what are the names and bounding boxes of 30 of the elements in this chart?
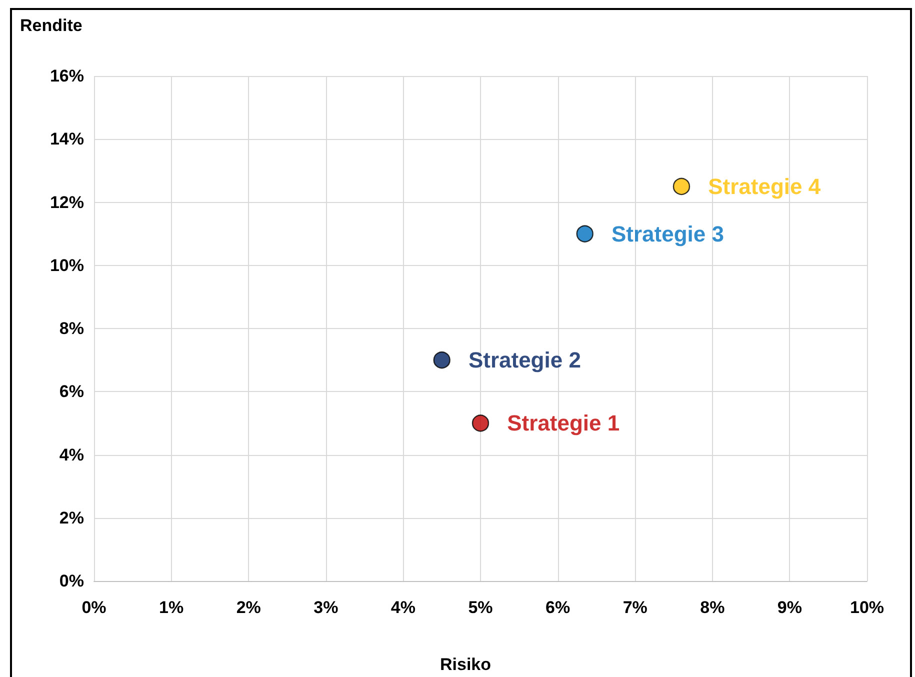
- y-tick-label: 8%: [59, 319, 84, 338]
- y-tick-label: 12%: [50, 192, 84, 212]
- y-tick-label: 14%: [50, 130, 84, 149]
- y-tick-label: 16%: [50, 66, 84, 86]
- x-tick-label: 5%: [468, 598, 493, 617]
- point: [472, 414, 490, 432]
- x-tick-label: 7%: [622, 598, 648, 617]
- series-label: Strategie 4: [708, 174, 822, 199]
- series-label: Strategie 3: [611, 221, 724, 246]
- y-axis-title: Rendite: [20, 16, 82, 35]
- x-tick-label: 10%: [850, 598, 884, 617]
- x-tick-label: 2%: [236, 598, 261, 617]
- x-tick-label: 4%: [390, 598, 416, 617]
- series-label: Strategie 2: [468, 348, 581, 373]
- y-tick-label: 0%: [59, 572, 84, 590]
- x-tick-label: 0%: [82, 598, 106, 617]
- y-tick-label: 2%: [59, 508, 84, 528]
- y-tick-label: 4%: [59, 445, 84, 464]
- x-axis-title: Risiko: [440, 655, 492, 674]
- x-tick-label: 8%: [700, 598, 725, 617]
- y-tick-label: 10%: [50, 256, 84, 275]
- x-tick-label: 9%: [777, 598, 802, 617]
- x-tick-label: 1%: [159, 598, 184, 617]
- x-tick-label: 6%: [546, 598, 570, 617]
- point: [433, 351, 450, 369]
- series-label: Strategie 1: [507, 410, 620, 436]
- x-tick-label: 3%: [314, 598, 338, 617]
- point: [672, 178, 690, 196]
- point: [576, 225, 594, 242]
- y-tick-label: 6%: [59, 382, 84, 402]
